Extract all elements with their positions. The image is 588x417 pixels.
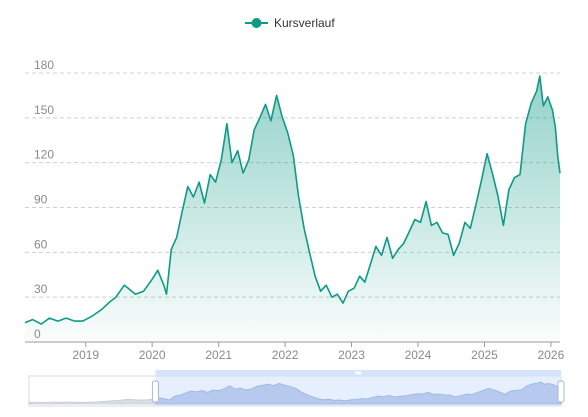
y-axis-ticks: 0306090120150180 bbox=[34, 58, 54, 341]
x-tick-label: 2023 bbox=[338, 348, 365, 362]
zoom-preview-selected bbox=[155, 381, 562, 405]
x-tick-label: 2019 bbox=[72, 348, 99, 362]
y-tick-label: 90 bbox=[34, 193, 48, 207]
x-tick-label: 2025 bbox=[471, 348, 498, 362]
y-tick-label: 120 bbox=[34, 148, 54, 162]
y-tick-label: 60 bbox=[34, 237, 48, 251]
zoom-handle-left[interactable] bbox=[151, 380, 159, 403]
legend-label: Kursverlauf bbox=[274, 16, 335, 30]
x-tick-label: 2022 bbox=[272, 348, 299, 362]
zoom-handle-right[interactable] bbox=[557, 380, 565, 403]
x-tick-label: 2021 bbox=[205, 348, 232, 362]
legend-dot-marker bbox=[251, 18, 262, 28]
x-axis-ticks: 2019 2020 2021 2022 2023 2024 2025 2026 bbox=[72, 342, 565, 362]
x-tick-label: 2024 bbox=[405, 348, 432, 362]
y-tick-label: 150 bbox=[34, 103, 54, 117]
series-line-kursverlauf[interactable] bbox=[24, 75, 561, 325]
data-zoom-slider[interactable] bbox=[28, 370, 565, 407]
chart-legend[interactable]: Kursverlauf bbox=[245, 16, 335, 30]
series-area-fill bbox=[25, 76, 560, 342]
y-tick-label: 30 bbox=[34, 282, 48, 296]
x-tick-label: 2026 bbox=[538, 348, 565, 362]
x-tick-label: 2020 bbox=[139, 348, 166, 362]
y-tick-label: 180 bbox=[34, 58, 54, 72]
zoom-move-grip bbox=[355, 371, 362, 375]
